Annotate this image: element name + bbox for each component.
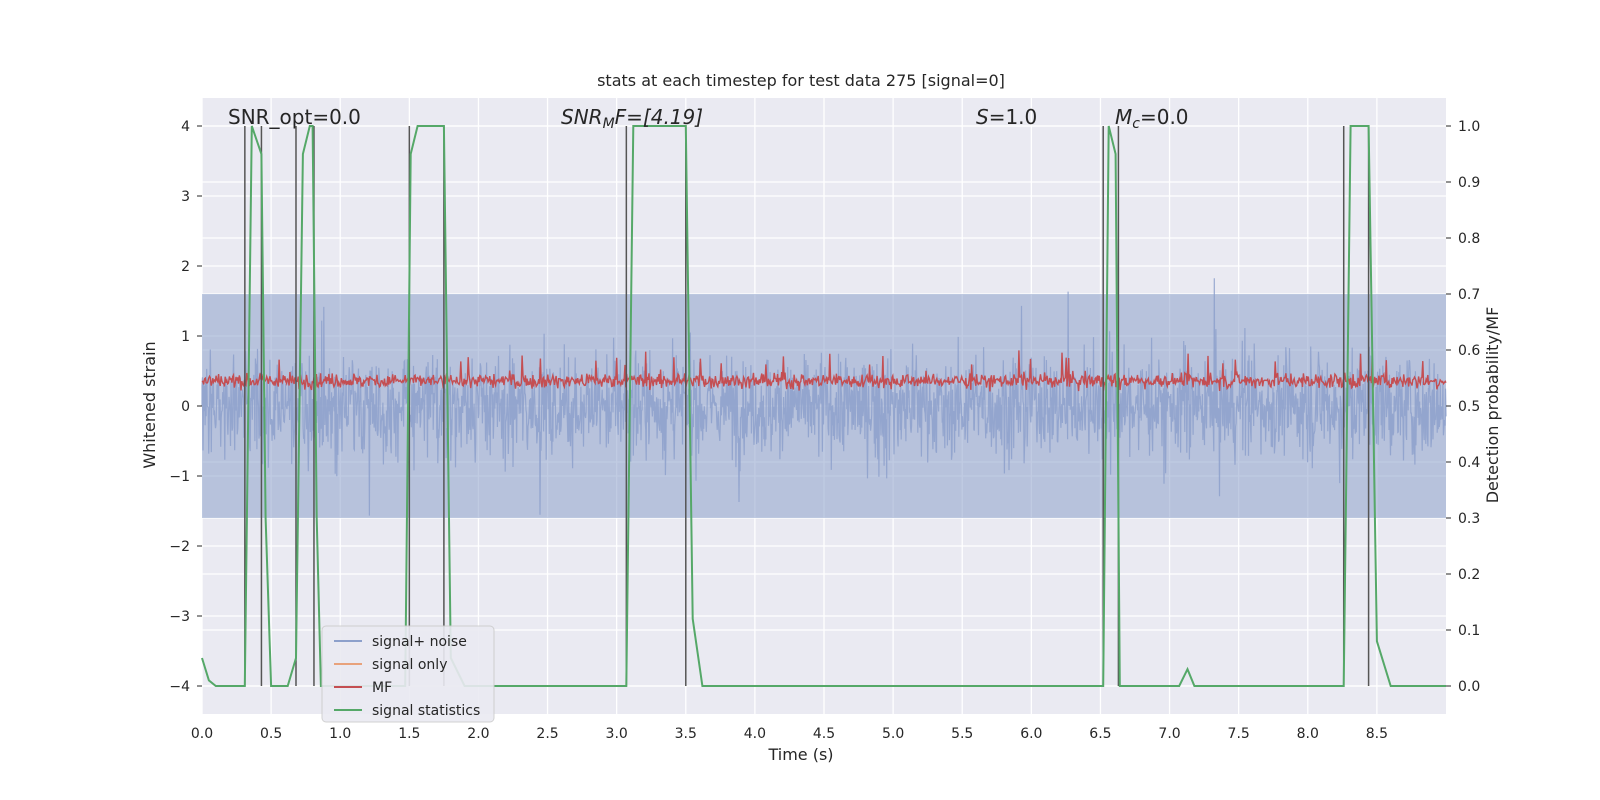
x-tick-label: 2.0 [467, 726, 489, 742]
annotation-mc-symbol: M [1115, 105, 1132, 129]
annotation-snr-mf-value: F=[4.19] [615, 105, 703, 129]
right-y-axis-ticks: 0.0 0.1 0.2 0.3 0.4 0.5 0.6 0.7 0.8 0.9 1.0 [1446, 119, 1480, 695]
x-tick-label: 7.0 [1158, 726, 1180, 742]
annotation-mc: Mc=0.0 [1115, 105, 1189, 132]
annotation-snr-mf: SNRMF=[4.19] [561, 105, 703, 132]
left-y-axis-label: Whitened strain [140, 341, 159, 468]
left-y-tick-label: 2 [181, 259, 190, 275]
right-y-tick-label: 0.7 [1458, 287, 1480, 303]
annotation-s-value: =1.0 [989, 105, 1038, 129]
right-y-tick-label: 0.5 [1458, 399, 1480, 415]
left-y-tick-label: 4 [181, 119, 190, 135]
x-tick-label: 7.5 [1228, 726, 1250, 742]
annotation-snr-opt: SNR_opt=0.0 [228, 105, 361, 129]
x-tick-label: 6.0 [1020, 726, 1042, 742]
x-tick-label: 2.5 [536, 726, 558, 742]
x-tick-label: 5.0 [882, 726, 904, 742]
right-y-tick-label: 0.2 [1458, 567, 1480, 583]
chart-title: stats at each timestep for test data 275… [597, 71, 1005, 90]
x-tick-label: 0.0 [191, 726, 213, 742]
x-tick-label: 1.5 [398, 726, 420, 742]
left-y-tick-label: 0 [181, 399, 190, 415]
annotation-mc-value: =0.0 [1140, 105, 1189, 129]
right-y-tick-label: 1.0 [1458, 119, 1480, 135]
legend: signal+ noise signal only MF signal statist… [321, 625, 495, 723]
right-y-tick-label: 0.1 [1458, 623, 1480, 639]
left-y-tick-label: −1 [169, 469, 190, 485]
annotation-mc-subscript: c [1132, 116, 1140, 132]
right-y-tick-label: 0.9 [1458, 175, 1480, 191]
right-y-tick-label: 0.4 [1458, 455, 1480, 471]
legend-label: MF [372, 680, 392, 696]
left-y-tick-label: 1 [181, 329, 190, 345]
x-tick-label: 1.0 [329, 726, 351, 742]
legend-label: signal statistics [372, 703, 480, 719]
left-y-tick-label: 3 [181, 189, 190, 205]
x-axis-label: Time (s) [767, 745, 833, 764]
series-signal-noise [201, 278, 1447, 518]
right-y-tick-label: 0.0 [1458, 679, 1480, 695]
right-y-tick-label: 0.6 [1458, 343, 1480, 359]
left-y-tick-label: −4 [169, 679, 190, 695]
legend-label: signal+ noise [372, 634, 467, 650]
x-tick-label: 8.5 [1366, 726, 1388, 742]
annotation-snr-mf-subscript: M [603, 116, 615, 132]
annotation-s: S=1.0 [976, 105, 1037, 129]
x-tick-label: 5.5 [951, 726, 973, 742]
left-y-tick-label: −3 [169, 609, 190, 625]
annotation-s-symbol: S [976, 105, 989, 129]
left-y-axis-ticks: −4 −3 −2 −1 0 1 2 3 4 [169, 119, 202, 695]
x-tick-label: 6.5 [1089, 726, 1111, 742]
x-tick-label: 4.0 [744, 726, 766, 742]
x-tick-label: 4.5 [813, 726, 835, 742]
annotation-snr-mf-symbol: SNR [561, 105, 603, 129]
left-y-tick-label: −2 [169, 539, 190, 555]
x-tick-label: 0.5 [260, 726, 282, 742]
right-y-axis-label: Detection probability/MF [1483, 307, 1502, 504]
x-axis-ticks: 0.0 0.5 1.0 1.5 2.0 2.5 3.0 3.5 4.0 4.5 5.0 5.5 6.0 6… [191, 726, 1388, 742]
right-y-tick-label: 0.3 [1458, 511, 1480, 527]
x-tick-label: 8.0 [1297, 726, 1319, 742]
right-y-tick-label: 0.8 [1458, 231, 1480, 247]
legend-box [321, 625, 495, 723]
x-tick-label: 3.0 [606, 726, 628, 742]
x-tick-label: 3.5 [675, 726, 697, 742]
legend-label: signal only [372, 657, 447, 673]
